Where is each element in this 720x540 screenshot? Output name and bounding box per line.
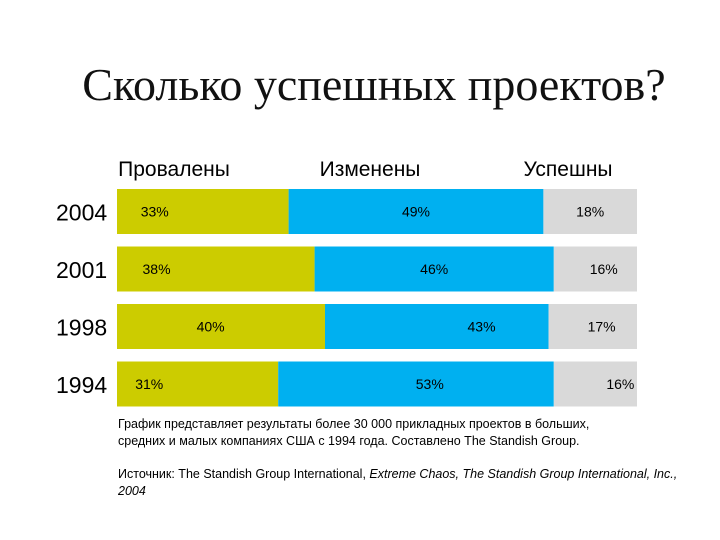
bar-segment-2004-1 (288, 189, 544, 234)
source-citation: Источник: The Standish Group Internation… (118, 466, 678, 500)
bar-segment-2004-2 (543, 189, 637, 234)
category-label-2001: 2001 (56, 257, 107, 283)
bar-segment-1994-1 (278, 361, 554, 407)
note-line-1: График представляет результаты более 30 … (118, 417, 590, 431)
bar-segment-2001-2 (553, 246, 637, 292)
bar-segment-2004-0 (117, 189, 289, 234)
data-label-1998-0: 40% (197, 319, 225, 335)
bar-segment-1998-0 (117, 304, 325, 349)
source-prefix: Источник: The Standish Group Internation… (118, 467, 370, 481)
data-label-2001-2: 16% (590, 261, 618, 277)
slide-title: Сколько успешных проектов? (82, 59, 666, 110)
data-label-2004-2: 18% (576, 204, 604, 220)
data-label-1998-1: 43% (468, 319, 496, 335)
legend-successful: Успешны (523, 158, 613, 181)
bar-segment-1998-1 (325, 304, 549, 349)
bar-segment-1994-2 (553, 361, 637, 407)
category-label-1994: 1994 (56, 372, 107, 398)
chart-bars: 2004 33% 49% 18% 2001 38% 46% 16% 1998 40% 43% 17% 1… (56, 189, 637, 407)
legend-failed: Провалены (118, 158, 230, 181)
bar-segment-1994-0 (117, 361, 279, 407)
data-label-1994-1: 53% (416, 376, 444, 392)
bar-segment-2001-0 (117, 246, 315, 292)
chart-note: График представляет результаты более 30 … (118, 416, 678, 450)
data-label-1994-2: 16% (606, 376, 634, 392)
data-label-2001-1: 46% (420, 261, 448, 277)
category-label-1998: 1998 (56, 315, 107, 341)
source-italic: Extreme Chaos, The Standish Group Intern… (118, 467, 678, 498)
bar-segment-2001-1 (314, 246, 554, 292)
note-line-2: средних и малых компаниях США с 1994 год… (118, 434, 580, 448)
data-label-1994-0: 31% (135, 376, 163, 392)
bar-segment-1998-2 (548, 304, 637, 349)
legend-changed: Изменены (319, 158, 421, 181)
category-label-2004: 2004 (56, 200, 107, 226)
data-label-2004-1: 49% (402, 204, 430, 220)
data-label-2001-0: 38% (143, 261, 171, 277)
data-label-1998-2: 17% (588, 319, 616, 335)
data-label-2004-0: 33% (141, 204, 169, 220)
